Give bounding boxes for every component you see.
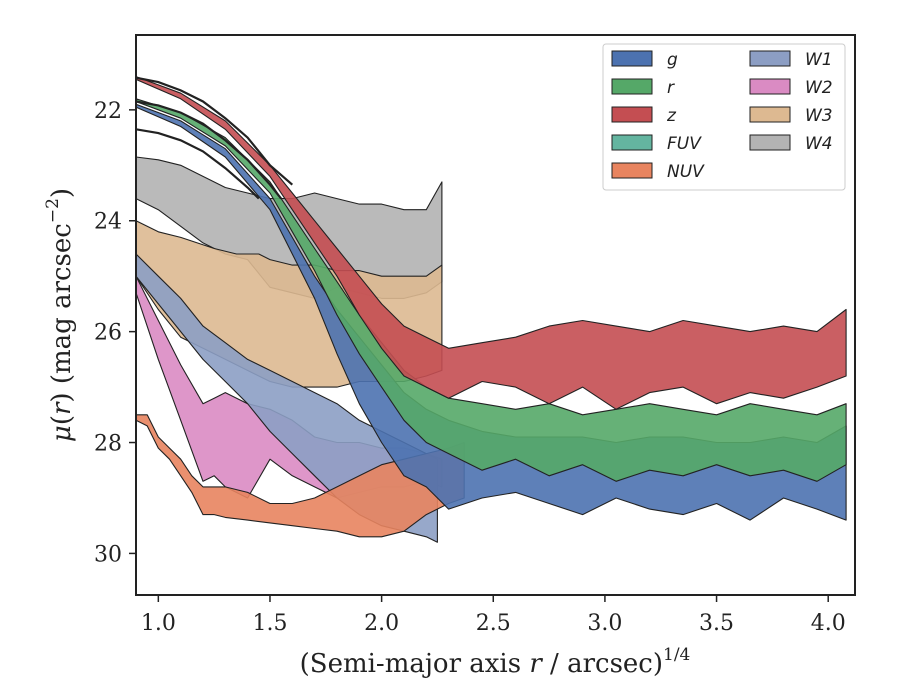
- legend-swatch-w4: [749, 134, 791, 151]
- legend-label-w2: W2: [805, 78, 833, 98]
- legend-label-g: g: [667, 50, 678, 70]
- x-tick-label: 3.5: [699, 611, 734, 636]
- plot-frame: [135, 34, 856, 596]
- x-tick-label: 2.5: [476, 611, 511, 636]
- series-layer: [136, 76, 847, 543]
- legend-swatch-w1: [749, 50, 791, 67]
- legend-swatch-fuv: [611, 134, 653, 151]
- legend-label-r: r: [667, 78, 675, 98]
- profile-line-3: [136, 128, 260, 200]
- legend-label-w3: W3: [805, 106, 833, 126]
- y-tick-label: 26: [94, 321, 122, 346]
- legend-label-w4: W4: [805, 134, 833, 154]
- y-tick-label: 24: [94, 210, 122, 235]
- profile-line-2: [136, 100, 282, 200]
- legend-swatch-z: [611, 106, 653, 123]
- y-axis: 22 24 26 28 30: [94, 99, 136, 567]
- legend-swatch-g: [611, 50, 653, 67]
- profile-line-1: [136, 76, 294, 186]
- legend-swatch-w2: [749, 78, 791, 95]
- y-axis-title: μ(r) (mag arcsec−2): [43, 188, 77, 442]
- x-tick-label: 1.5: [252, 611, 287, 636]
- series-band-z: [136, 76, 847, 410]
- y-tick-label: 22: [94, 99, 122, 124]
- legend-swatch-r: [611, 78, 653, 95]
- x-axis: 1.0 1.5 2.0 2.5 3.0 3.5 4.0: [141, 595, 846, 636]
- x-tick-label: 4.0: [811, 611, 846, 636]
- legend-label-z: z: [666, 106, 677, 126]
- legend-label-fuv: FUV: [667, 134, 702, 154]
- legend-label-w1: W1: [805, 50, 833, 70]
- profile-lines-layer: [136, 76, 294, 200]
- x-tick-label: 1.0: [141, 611, 176, 636]
- x-tick-label: 3.0: [587, 611, 622, 636]
- legend-label-nuv: NUV: [667, 162, 705, 182]
- legend-items: grz FUV NUV W1 W2 W3 W4: [611, 50, 833, 182]
- series-band-w1: [136, 253, 438, 543]
- y-tick-label: 28: [94, 432, 122, 457]
- legend: grz FUV NUV W1 W2 W3 W4: [602, 43, 846, 191]
- y-tick-label: 30: [94, 542, 122, 567]
- legend-swatch-w3: [749, 106, 791, 123]
- x-axis-title: (Semi-major axis r / arcsec)1/4: [300, 645, 691, 679]
- x-tick-label: 2.0: [364, 611, 399, 636]
- legend-swatch-nuv: [611, 162, 653, 179]
